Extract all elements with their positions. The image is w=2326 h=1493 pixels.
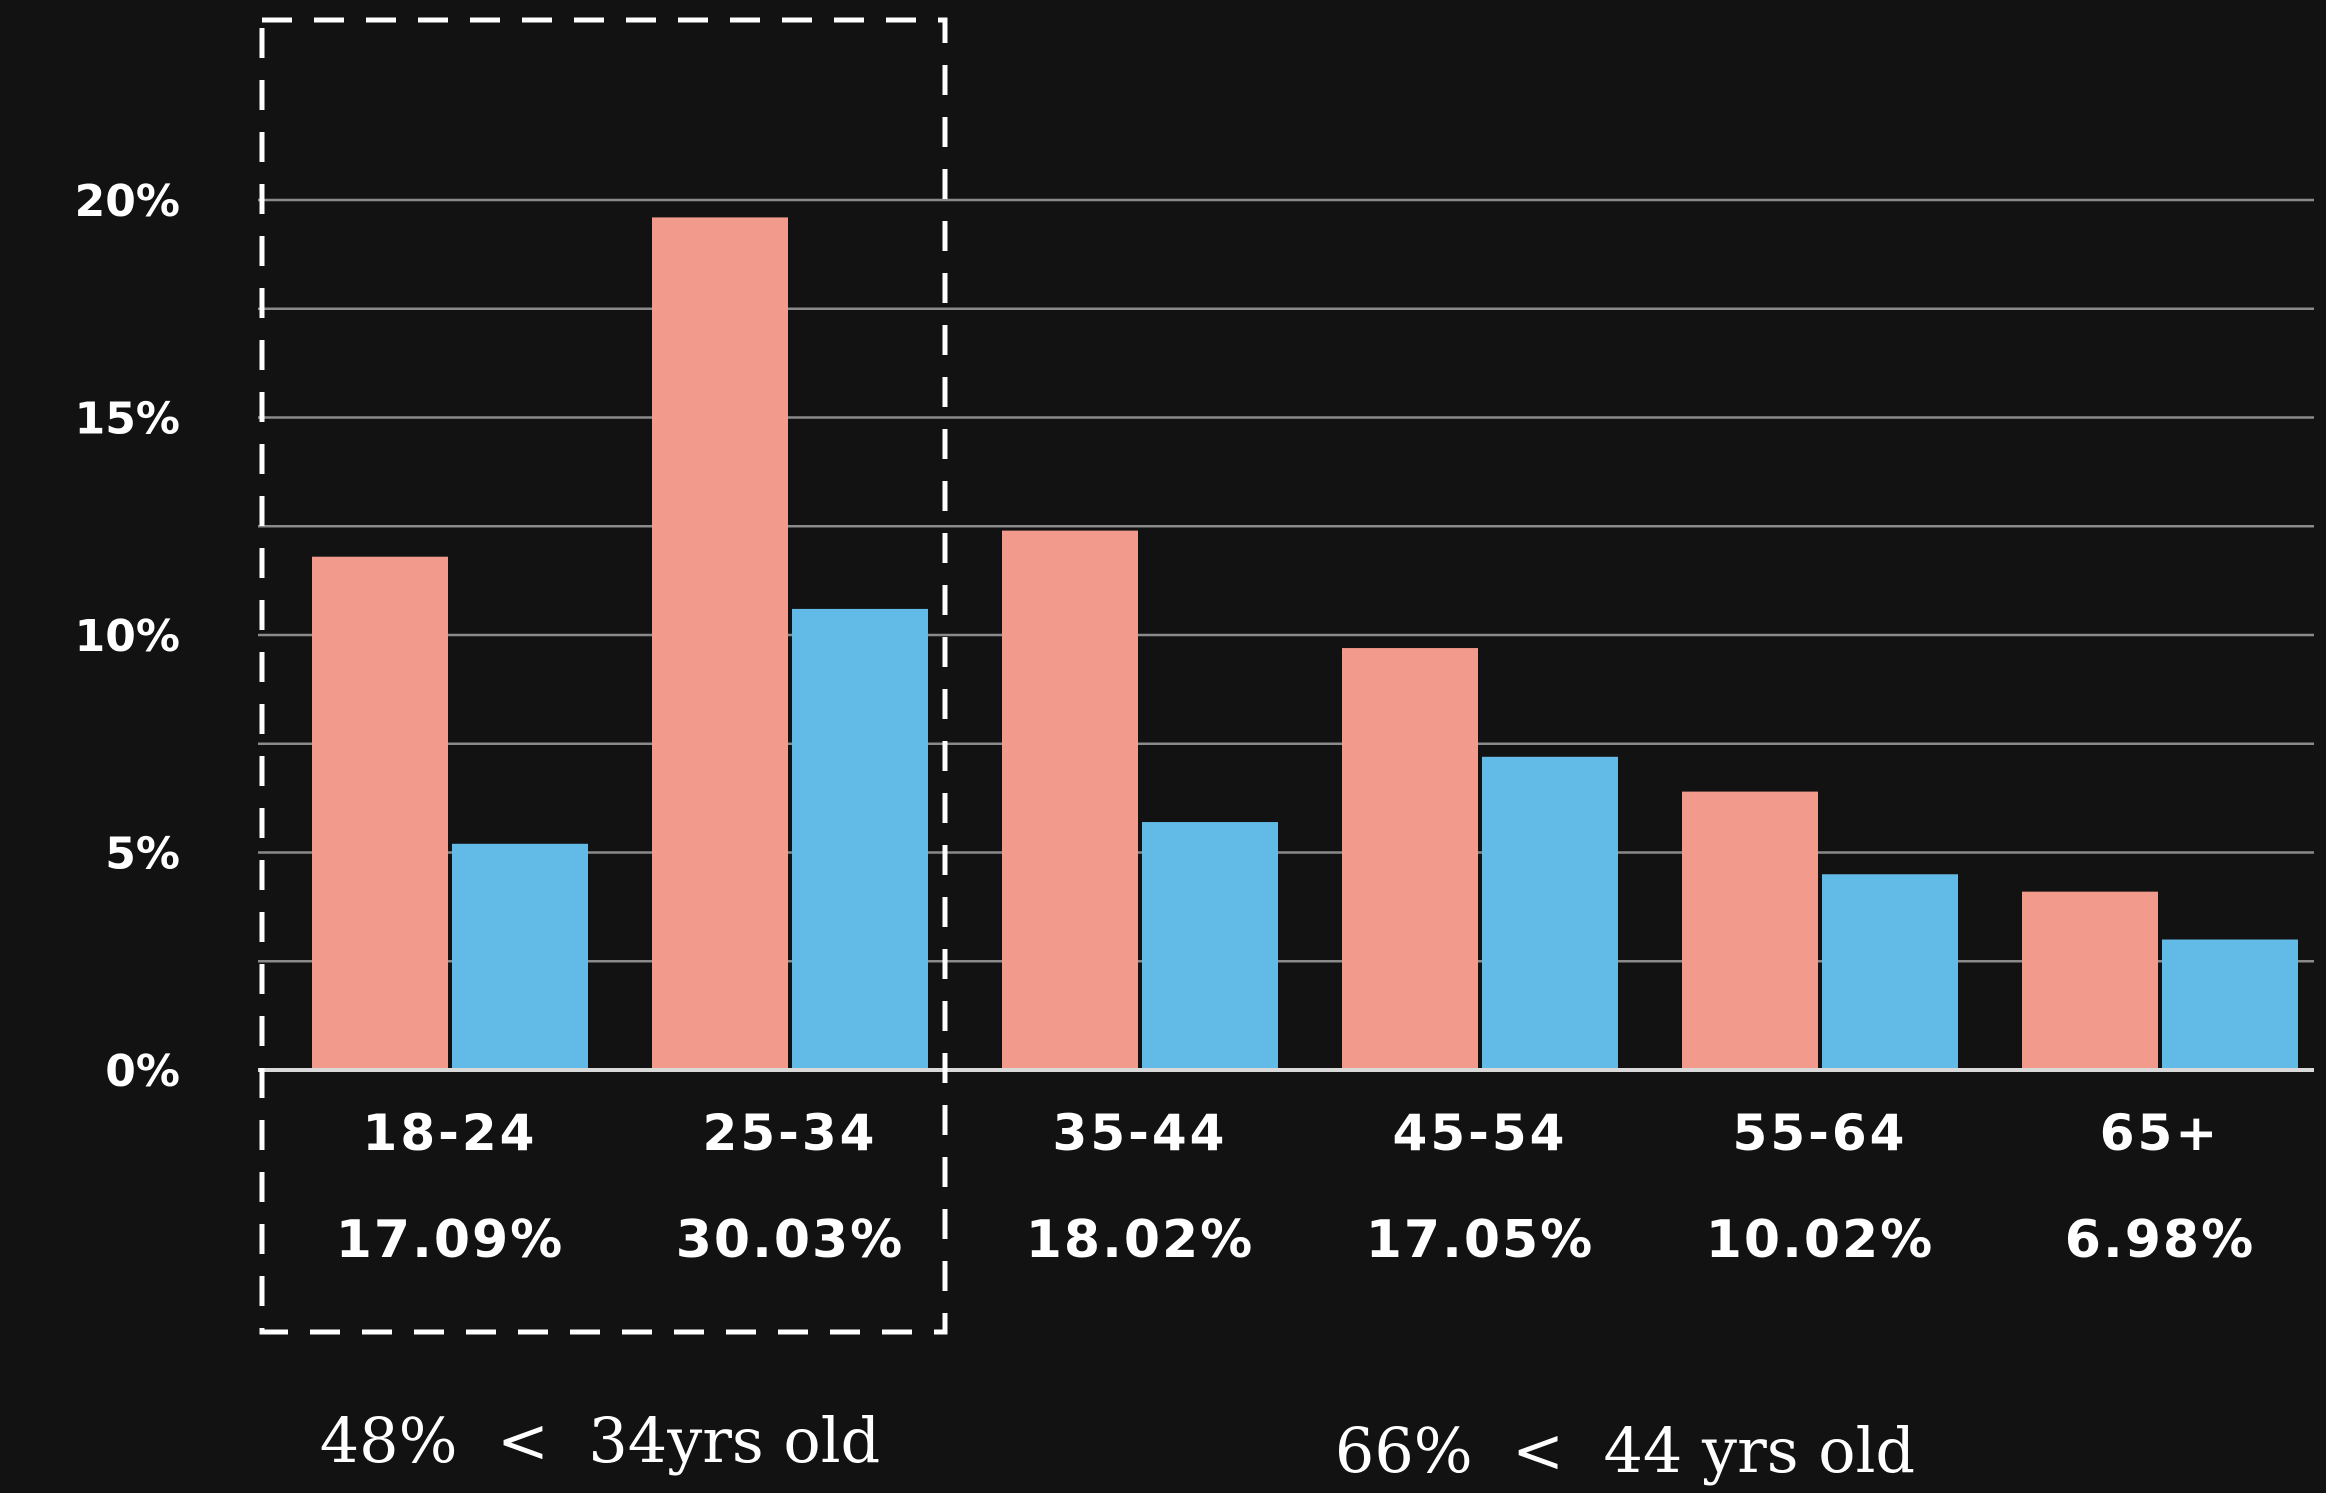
annotation-under-34: 48% < 34yrs old	[320, 1404, 881, 1477]
category-share-label: 17.09%	[336, 1210, 565, 1270]
category-share-labels: 17.09% 30.03% 18.02% 17.05% 10.02% 6.98%	[336, 1210, 2255, 1270]
bar-25-34-series-1	[652, 217, 788, 1070]
category-label: 25-34	[703, 1104, 878, 1162]
highlight-box	[259, 17, 948, 1335]
y-axis-ticks: 0% 5% 10% 15% 20%	[75, 176, 180, 1097]
bar-45-54-series-1	[1342, 648, 1478, 1070]
y-tick-label: 20%	[75, 176, 180, 227]
bar-18-24-series-1	[312, 556, 448, 1070]
annotation-under-44: 66% < 44 yrs old	[1335, 1414, 1915, 1487]
category-labels: 18-24 25-34 35-44 45-54 55-64 65+	[363, 1104, 2220, 1162]
bar-45-54-series-2	[1482, 756, 1618, 1070]
category-label: 35-44	[1053, 1104, 1228, 1162]
category-label: 65+	[2100, 1104, 2220, 1162]
gridlines	[258, 198, 2314, 963]
bar-18-24-series-2	[452, 843, 588, 1070]
y-tick-label: 5%	[105, 829, 180, 880]
bars	[312, 217, 2298, 1070]
bar-65+-series-1	[2022, 891, 2158, 1070]
bar-65+-series-2	[2162, 939, 2298, 1070]
category-label: 18-24	[363, 1104, 538, 1162]
category-share-label: 18.02%	[1026, 1210, 1255, 1270]
bar-25-34-series-2	[792, 608, 928, 1070]
y-tick-label: 10%	[75, 611, 180, 662]
category-label: 45-54	[1393, 1104, 1568, 1162]
bar-55-64-series-2	[1822, 874, 1958, 1070]
category-share-label: 6.98%	[2065, 1210, 2255, 1270]
y-tick-label: 15%	[75, 394, 180, 445]
category-share-label: 10.02%	[1706, 1210, 1935, 1270]
bar-35-44-series-1	[1002, 530, 1138, 1070]
category-label: 55-64	[1733, 1104, 1908, 1162]
category-share-label: 30.03%	[676, 1210, 905, 1270]
y-tick-label: 0%	[105, 1046, 180, 1097]
bar-55-64-series-1	[1682, 791, 1818, 1070]
category-share-label: 17.05%	[1366, 1210, 1595, 1270]
bar-35-44-series-2	[1142, 822, 1278, 1070]
